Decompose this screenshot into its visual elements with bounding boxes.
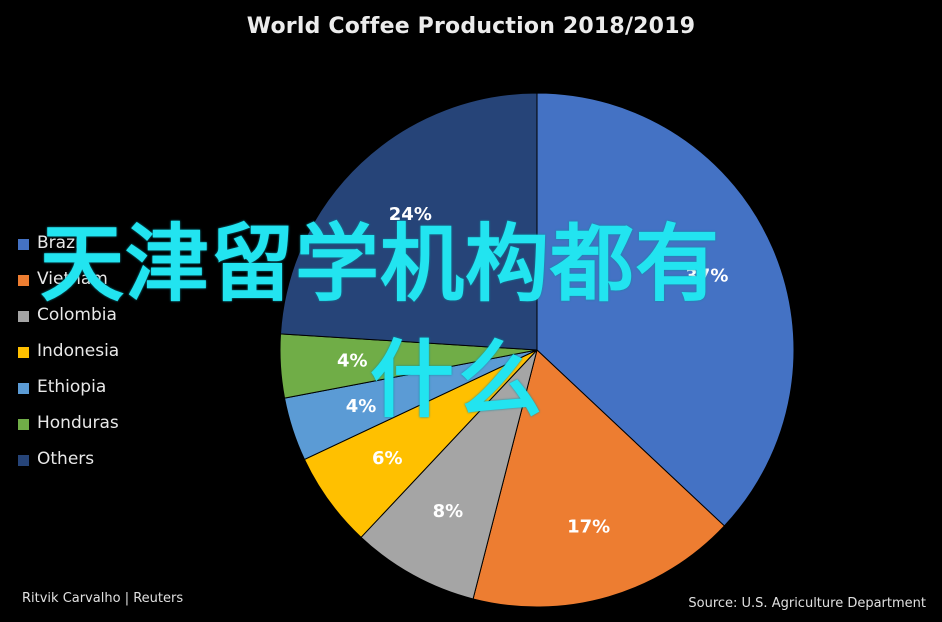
- legend-item-vietnam: Vietnam: [18, 268, 258, 304]
- legend-label: Others: [37, 449, 95, 469]
- legend-item-others: Others: [18, 448, 258, 484]
- legend-swatch: [18, 419, 29, 430]
- legend-label: Brazil: [37, 233, 85, 253]
- legend-item-indonesia: Indonesia: [18, 340, 258, 376]
- chart-legend: Brazil Vietnam Colombia Indonesia Ethiopia Ho…: [18, 232, 258, 484]
- credit-text: Ritvik Carvalho | Reuters: [22, 591, 184, 606]
- slice-label-others: 24%: [389, 204, 432, 225]
- pie-slice-colombia: [360, 349, 538, 600]
- legend-swatch: [18, 347, 29, 358]
- overlay-text-line-2: 什么: [370, 331, 547, 429]
- pie-slice-others: [279, 92, 538, 351]
- slice-label-brazil: 37%: [685, 266, 728, 287]
- legend-swatch: [18, 311, 29, 322]
- legend-swatch: [18, 239, 29, 250]
- legend-item-brazil: Brazil: [18, 232, 258, 268]
- slice-label-indonesia: 6%: [372, 448, 403, 469]
- pie-slice-brazil: [536, 92, 795, 527]
- legend-swatch: [18, 383, 29, 394]
- legend-item-honduras: Honduras: [18, 412, 258, 448]
- legend-label: Honduras: [37, 413, 119, 433]
- legend-item-colombia: Colombia: [18, 304, 258, 340]
- legend-item-ethiopia: Ethiopia: [18, 376, 258, 412]
- slice-label-honduras: 4%: [337, 351, 368, 372]
- legend-label: Vietnam: [37, 269, 108, 289]
- legend-label: Colombia: [37, 305, 117, 325]
- legend-swatch: [18, 455, 29, 466]
- legend-label: Ethiopia: [37, 377, 107, 397]
- chart-title: World Coffee Production 2018/2019: [246, 14, 696, 39]
- slice-label-vietnam: 17%: [567, 517, 610, 538]
- source-text: Source: U.S. Agriculture Department: [688, 596, 926, 611]
- slice-label-colombia: 8%: [433, 501, 464, 522]
- legend-label: Indonesia: [37, 341, 120, 361]
- legend-swatch: [18, 275, 29, 286]
- overlay-text-line-1: 天津留学机构都有: [40, 215, 721, 313]
- slice-label-ethiopia: 4%: [346, 396, 377, 417]
- pie-slice-vietnam: [472, 349, 726, 608]
